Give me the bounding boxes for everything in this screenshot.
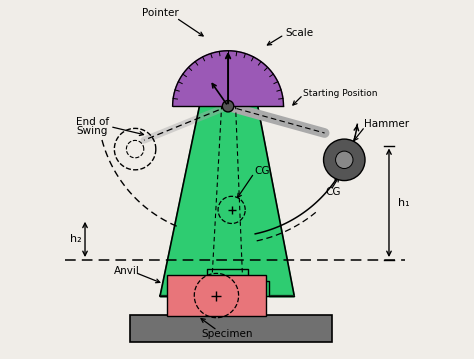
Text: Specimen: Specimen [201, 329, 253, 339]
Circle shape [222, 101, 234, 112]
Text: h₁: h₁ [398, 198, 410, 208]
Text: Pointer: Pointer [142, 8, 179, 18]
Text: h₂: h₂ [70, 234, 82, 244]
Circle shape [324, 139, 365, 181]
Text: Anvil: Anvil [114, 266, 140, 276]
Bar [130, 316, 332, 342]
Circle shape [336, 151, 353, 168]
Text: Starting Position: Starting Position [303, 89, 378, 98]
Text: Hammer: Hammer [364, 119, 409, 129]
Text: End of: End of [76, 117, 109, 127]
Polygon shape [160, 106, 294, 296]
Text: Swing: Swing [76, 126, 108, 136]
Text: CG: CG [326, 187, 341, 197]
Polygon shape [160, 269, 294, 296]
Bar [167, 275, 265, 316]
Text: Scale: Scale [285, 28, 313, 38]
Text: CG: CG [254, 165, 270, 176]
Polygon shape [173, 51, 283, 106]
